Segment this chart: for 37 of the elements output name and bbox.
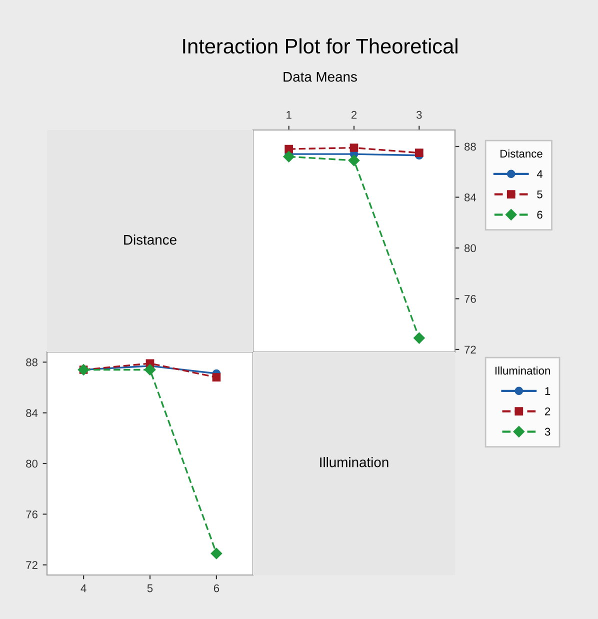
point bbox=[212, 373, 221, 382]
legend-label: 1 bbox=[545, 387, 550, 395]
x-tick-label: 2 bbox=[351, 110, 357, 119]
point bbox=[348, 154, 360, 166]
y-tick-label: 84 bbox=[26, 409, 38, 417]
chart-title: Interaction Plot for Theoretical bbox=[183, 38, 458, 54]
y-tick-label: 84 bbox=[464, 194, 476, 202]
x-tick-label: 1 bbox=[286, 111, 292, 119]
legend-label: 5 bbox=[537, 190, 542, 198]
y-tick-label: 76 bbox=[464, 294, 476, 303]
y-tick-label: 72 bbox=[464, 346, 476, 354]
y-tick-label: 88 bbox=[464, 142, 476, 151]
point bbox=[414, 148, 424, 157]
x-tick-label: 6 bbox=[214, 584, 220, 592]
legend-label: 2 bbox=[545, 407, 550, 416]
point bbox=[210, 548, 222, 560]
x-tick-label: 3 bbox=[416, 110, 422, 119]
legend-title: Distance bbox=[500, 149, 542, 158]
y-tick-label: 88 bbox=[26, 358, 38, 366]
y-tick-label: 72 bbox=[26, 561, 38, 569]
legend-title: Illumination bbox=[495, 366, 550, 375]
y-tick-label: 76 bbox=[26, 510, 38, 518]
chart-subtitle: Data Means bbox=[284, 72, 357, 82]
point bbox=[350, 144, 358, 152]
legend-label: 6 bbox=[537, 210, 542, 219]
legend-label: 4 bbox=[536, 170, 543, 178]
point bbox=[283, 151, 294, 162]
x-axis-title: Distance bbox=[124, 234, 176, 245]
legend-label: 3 bbox=[544, 428, 550, 436]
y-tick-label: 80 bbox=[464, 244, 476, 252]
x-tick-label: 4 bbox=[80, 584, 86, 592]
point bbox=[284, 144, 294, 154]
point bbox=[414, 332, 425, 344]
point bbox=[144, 364, 156, 376]
x-tick-label: 5 bbox=[147, 584, 153, 592]
y-tick-label: 80 bbox=[26, 460, 38, 468]
x-axis-title: Illumination bbox=[320, 457, 388, 468]
